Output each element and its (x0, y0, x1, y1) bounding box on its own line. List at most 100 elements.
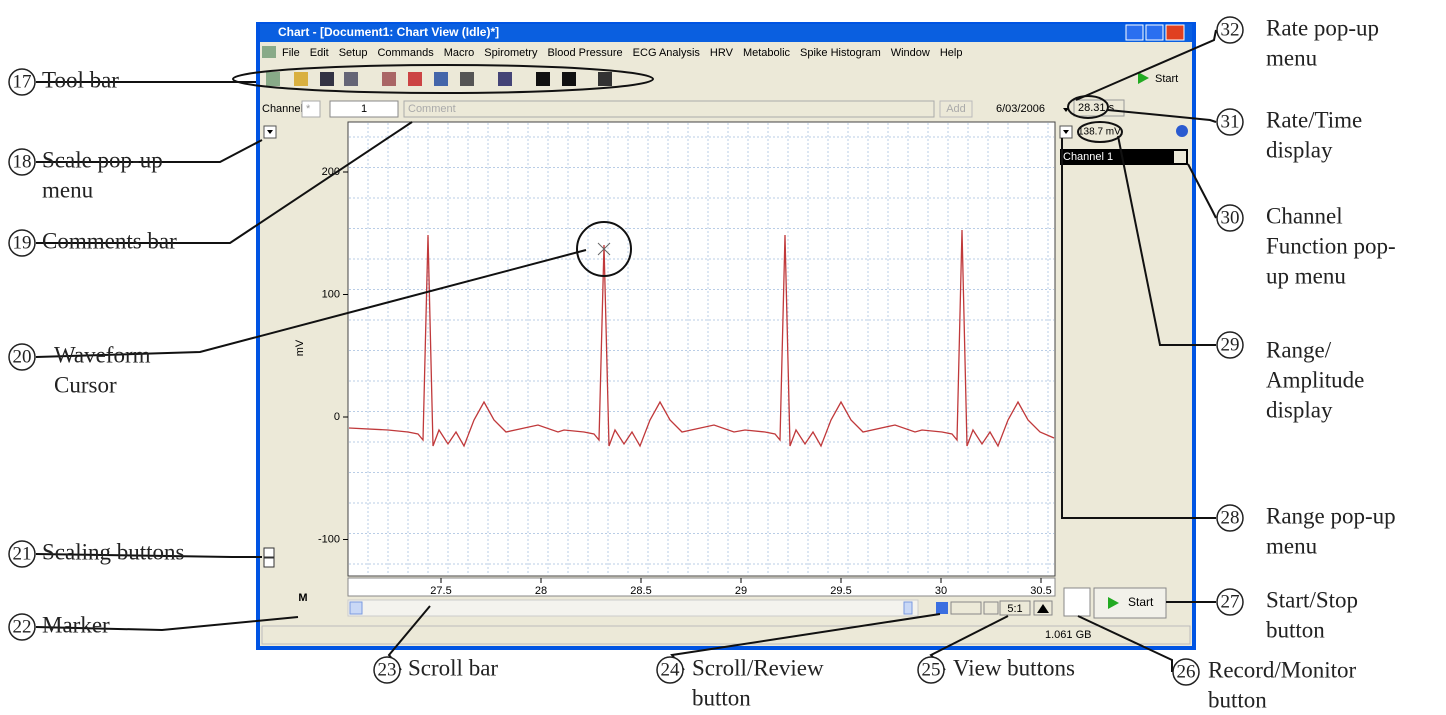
callout-label: Comments bar (42, 228, 177, 253)
callout-number: 17 (13, 71, 32, 92)
menu-item[interactable]: HRV (710, 47, 734, 59)
callout-label: Record/Monitor (1208, 657, 1357, 682)
menu-item[interactable]: Spirometry (484, 47, 538, 59)
plot-area (348, 122, 1055, 576)
x-tick-label: 28 (535, 585, 547, 597)
tool-icon[interactable] (344, 72, 358, 86)
channel-spinner[interactable] (302, 101, 320, 117)
callout-number: 21 (13, 543, 32, 564)
menu-item[interactable]: Metabolic (743, 47, 791, 59)
menu-item[interactable]: Edit (310, 47, 329, 59)
callout-label: Scaling buttons (42, 539, 185, 564)
tool-icon[interactable] (408, 72, 422, 86)
callout-label: Scroll/Review (692, 655, 824, 680)
callout-label: Scale pop-up (42, 147, 163, 172)
menu-item[interactable]: Window (891, 47, 930, 59)
annotated-screenshot: Chart - [Document1: Chart View (Idle)*] … (0, 0, 1446, 715)
tool-icon[interactable] (320, 72, 334, 86)
scale-down-button[interactable] (264, 558, 274, 567)
callout-label: menu (1266, 45, 1318, 70)
start-label: Start (1128, 595, 1154, 609)
tool-icon[interactable] (536, 72, 550, 86)
disk-space: 1.061 GB (1045, 629, 1091, 641)
close-button[interactable] (1166, 25, 1184, 40)
menu-item[interactable]: Macro (444, 47, 475, 59)
x-tick-label: 29 (735, 585, 747, 597)
scroll-review-button[interactable] (936, 602, 948, 614)
scale-up-button[interactable] (264, 548, 274, 557)
menu-bar: File Edit Setup Commands Macro Spirometry Bloo… (262, 46, 962, 59)
callout-label: Rate/Time (1266, 107, 1362, 132)
menu-item[interactable]: Setup (339, 47, 368, 59)
callout-label: Amplitude (1266, 367, 1364, 392)
x-tick-label: 27.5 (430, 585, 451, 597)
y-tick-label: 0 (334, 411, 340, 423)
tool-icon[interactable] (382, 72, 396, 86)
menu-item[interactable]: Help (940, 47, 963, 59)
menu-item[interactable]: Commands (377, 47, 434, 59)
callout-number: 32 (1221, 19, 1240, 40)
callout-label: Range/ (1266, 337, 1332, 362)
comment-number: 1 (361, 103, 367, 115)
y-tick-label: -100 (318, 533, 340, 545)
callout-number: 29 (1221, 334, 1240, 355)
add-label: Add (946, 103, 966, 115)
menu-item[interactable]: File (282, 47, 300, 59)
toolbar-start[interactable]: Start (1155, 73, 1178, 85)
callout-label: menu (42, 177, 94, 202)
x-tick-label: 30.5 (1030, 585, 1051, 597)
scroll-thumb[interactable] (904, 602, 912, 614)
callout-label: display (1266, 137, 1333, 162)
rate-display: 28.31 s (1078, 102, 1115, 114)
y-tick-label: 100 (322, 288, 340, 300)
view-button[interactable] (951, 602, 981, 614)
menu-item[interactable]: ECG Analysis (633, 47, 701, 59)
callout-number: 23 (378, 659, 397, 680)
callout-number: 26 (1177, 661, 1196, 682)
tool-icon[interactable] (498, 72, 512, 86)
callout-label: Rate pop-up (1266, 15, 1379, 40)
callout-number: 31 (1221, 111, 1240, 132)
callout-label: Range pop-up (1266, 503, 1396, 528)
callout-label: up menu (1266, 263, 1346, 288)
tool-icon[interactable] (266, 72, 280, 86)
tool-icon[interactable] (562, 72, 576, 86)
callout-label: Channel (1266, 203, 1343, 228)
callout-label: button (1208, 687, 1267, 712)
callout-label: button (692, 685, 751, 710)
menu-item[interactable]: Spike Histogram (800, 47, 881, 59)
menu-icon (262, 46, 276, 58)
callout-label: display (1266, 397, 1333, 422)
callout-label: Tool bar (42, 67, 119, 92)
menu-item[interactable]: Blood Pressure (547, 47, 622, 59)
marker[interactable]: M (298, 592, 307, 604)
callout-number: 22 (13, 616, 32, 637)
info-icon[interactable] (1176, 125, 1188, 137)
toolbar (262, 69, 642, 89)
view-button[interactable] (984, 602, 998, 614)
comment-box[interactable] (404, 101, 934, 117)
tool-icon[interactable] (434, 72, 448, 86)
callout-label: Marker (42, 612, 110, 637)
scroll-bar[interactable] (348, 600, 918, 616)
tool-icon[interactable] (294, 72, 308, 86)
y-unit: mV (294, 339, 306, 356)
scroll-left[interactable] (350, 602, 362, 614)
callout-label: Start/Stop (1266, 587, 1358, 612)
tool-icon[interactable] (460, 72, 474, 86)
x-tick-label: 28.5 (630, 585, 651, 597)
callout-label: menu (1266, 533, 1318, 558)
tool-icon[interactable] (598, 72, 612, 86)
callout-number: 30 (1221, 207, 1240, 228)
callout-number: 25 (922, 659, 941, 680)
callout-number: 18 (13, 151, 32, 172)
callout-number: 28 (1221, 507, 1240, 528)
minimize-button[interactable] (1126, 25, 1143, 40)
callout-label: Waveform (54, 342, 151, 367)
range-display: 138.7 mV (1078, 127, 1121, 138)
channel-label: Channel: (262, 103, 306, 115)
dropdown-button[interactable] (1174, 151, 1186, 163)
record-monitor-button[interactable] (1064, 588, 1090, 616)
callout-label: Cursor (54, 372, 117, 397)
maximize-button[interactable] (1146, 25, 1163, 40)
